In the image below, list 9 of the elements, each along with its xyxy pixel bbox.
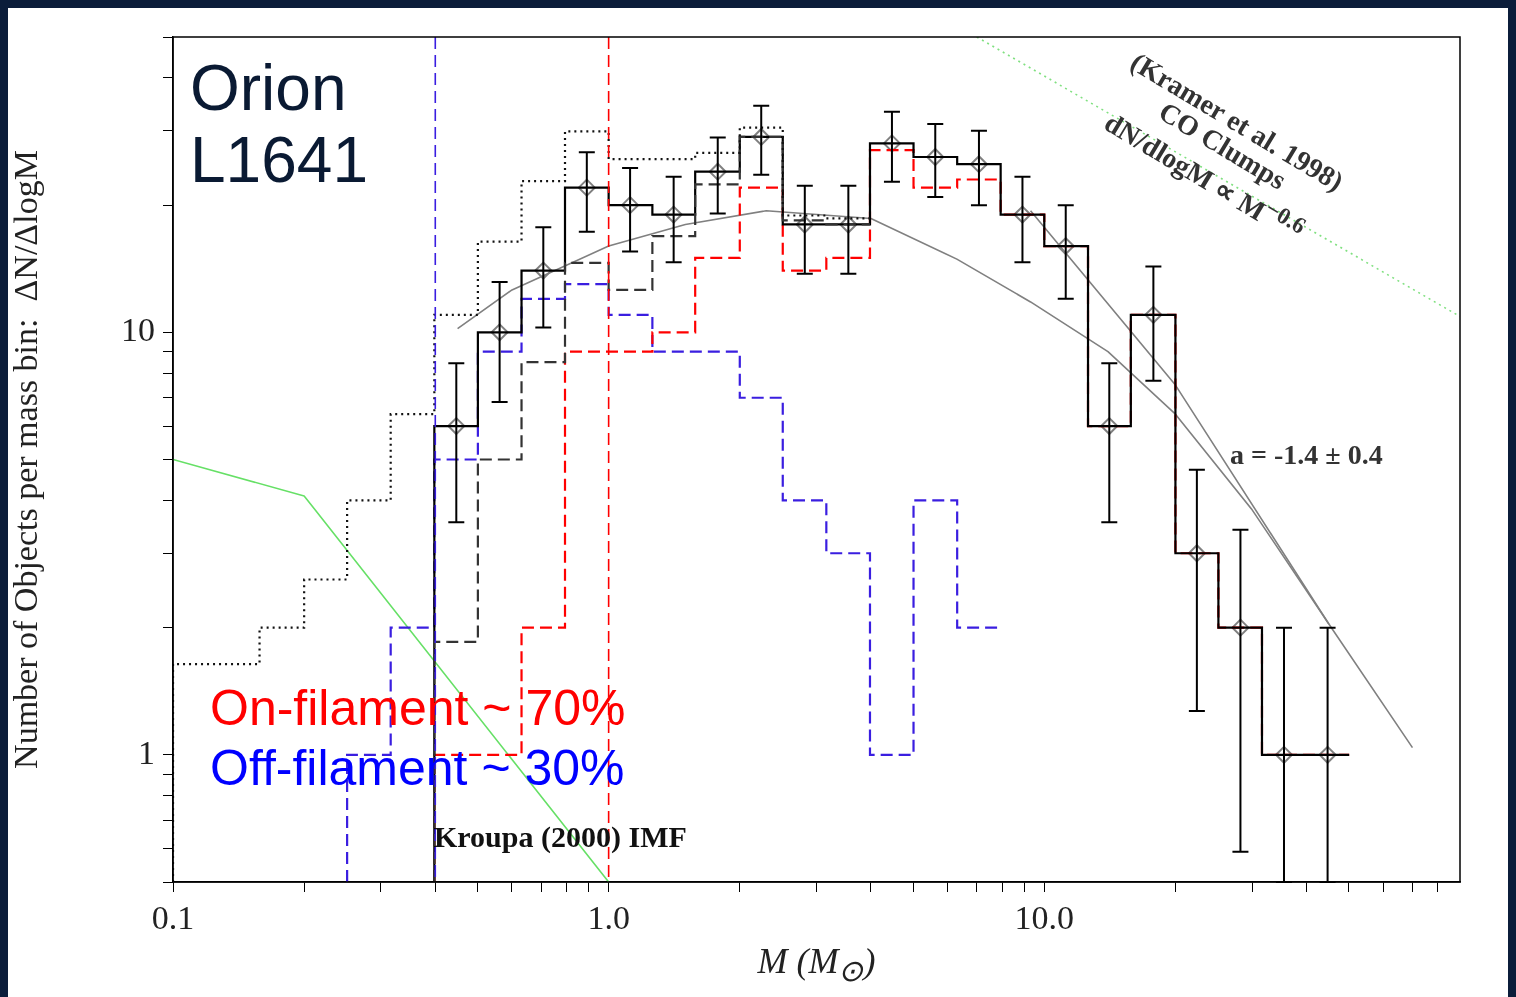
x-tick-label: 1.0 [587, 899, 630, 937]
x-tick-label: 0.1 [151, 899, 195, 937]
x-tick-label: 10.0 [1014, 899, 1075, 937]
y-tick-label: 1 [138, 733, 155, 771]
x-axis-title: M (M$_{⊙}$) [757, 940, 876, 989]
y-tick-label: 10 [121, 311, 155, 349]
annotation: Orion L1641 [190, 52, 368, 196]
y-axis-title: Number of Objects per mass bin: ΔN/ΔlogM [7, 150, 45, 769]
annotation: a = -1.4 ± 0.4 [1230, 438, 1383, 472]
